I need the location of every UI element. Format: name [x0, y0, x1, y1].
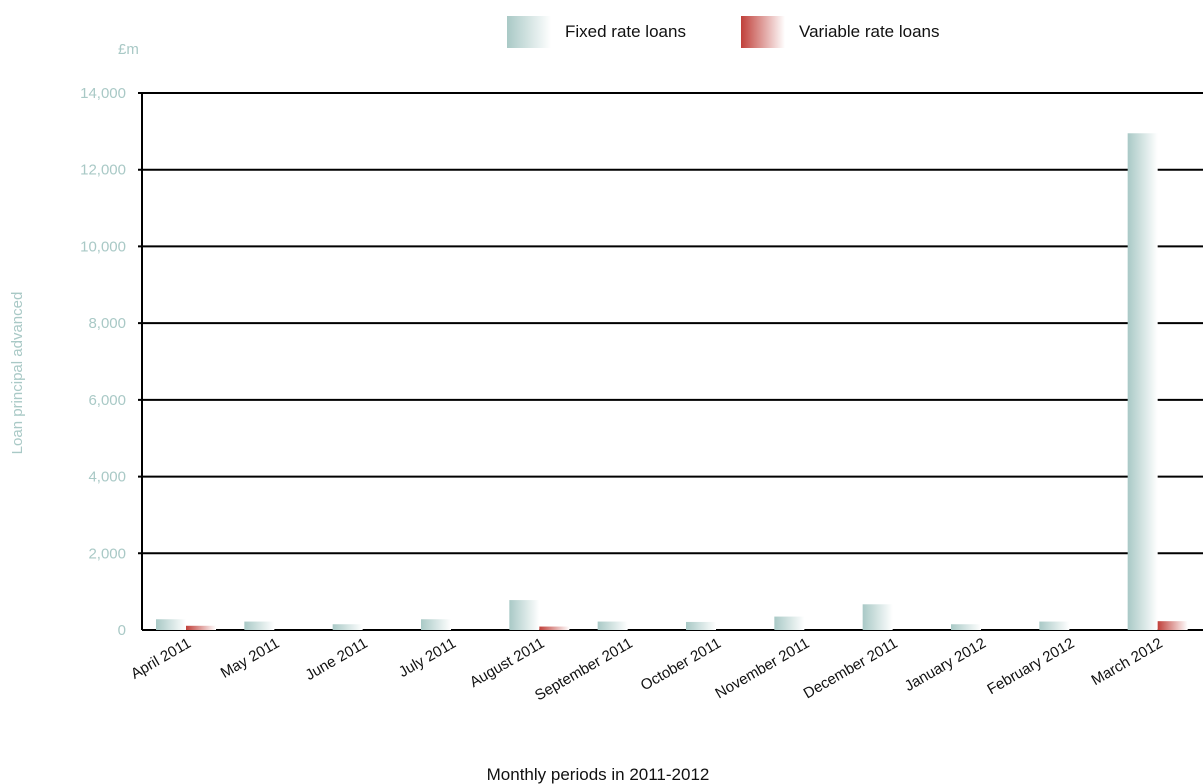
legend-item-variable: Variable rate loans	[741, 16, 940, 48]
bar-fixed	[156, 619, 186, 630]
bar-fixed	[686, 621, 716, 630]
legend-label-fixed: Fixed rate loans	[565, 22, 686, 41]
x-tick-label: January 2012	[902, 635, 989, 695]
x-tick-label: February 2012	[984, 635, 1077, 699]
bar-fixed	[862, 604, 893, 630]
y-tick-label: 8,000	[88, 315, 126, 332]
x-tick-label: May 2011	[218, 635, 283, 682]
bar-fixed	[774, 616, 805, 630]
x-tick-label: June 2011	[302, 635, 370, 684]
x-tick-label: November 2011	[712, 635, 812, 703]
y-tick-label: 10,000	[80, 238, 126, 255]
x-tick-label: December 2011	[801, 635, 901, 703]
x-tick-label: July 2011	[396, 635, 459, 681]
legend-swatch-variable	[741, 16, 785, 48]
bar-fixed	[597, 621, 628, 630]
y-tick-label: 2,000	[88, 545, 126, 562]
bar-fixed	[421, 619, 451, 630]
bar-fixed	[332, 624, 363, 630]
x-axis-label: Monthly periods in 2011-2012	[487, 765, 710, 784]
bar-fixed	[1039, 621, 1070, 630]
bar-fixed	[509, 600, 540, 630]
y-tick-label: 14,000	[80, 85, 126, 102]
y-tick-label: 6,000	[88, 392, 126, 409]
bar-variable	[539, 626, 570, 630]
bar-variable	[186, 625, 216, 630]
bar-fixed	[951, 624, 981, 630]
legend-item-fixed: Fixed rate loans	[507, 16, 686, 48]
y-tick-label: 0	[118, 622, 126, 639]
x-tick-label: October 2011	[638, 635, 724, 695]
bar-variable	[1157, 621, 1188, 630]
x-tick-label: March 2012	[1089, 635, 1166, 689]
y-tick-label: 4,000	[88, 469, 126, 486]
x-tick-label: September 2011	[532, 635, 636, 705]
legend-swatch-fixed	[507, 16, 551, 48]
bar-fixed	[1127, 133, 1158, 630]
bar-fixed	[244, 621, 275, 630]
x-tick-label: August 2011	[467, 635, 547, 691]
y-axis-label: Loan principal advanced	[9, 292, 26, 455]
legend-label-variable: Variable rate loans	[799, 22, 940, 41]
unit-label: £m	[118, 41, 139, 58]
x-tick-label: April 2011	[128, 635, 194, 683]
y-tick-label: 12,000	[80, 162, 126, 179]
